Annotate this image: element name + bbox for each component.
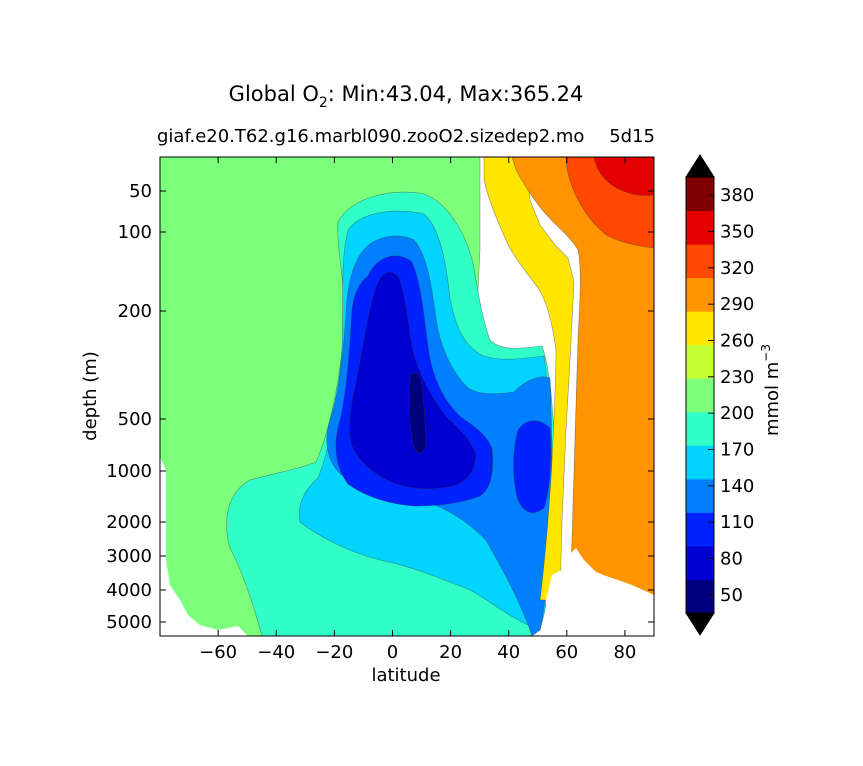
- y-tick-label: 200: [118, 301, 152, 322]
- x-tick-label: 0: [387, 642, 398, 663]
- colorbar-tick-label: 260: [720, 331, 754, 352]
- colorbar-label-text: mmol m: [762, 362, 783, 436]
- colorbar-tick-label: 320: [720, 258, 754, 279]
- colorbar-segment: [686, 411, 714, 446]
- chart-title: Global O2: Min:43.04, Max:365.24: [229, 82, 584, 111]
- colorbar-tick-label: 200: [720, 403, 754, 424]
- contour-band-13: [511, 157, 654, 636]
- colorbar-label: mmol m−3: [759, 344, 783, 436]
- x-tick-label: 40: [497, 642, 520, 663]
- colorbar-tick-label: 140: [720, 476, 754, 497]
- x-tick-label: −20: [315, 642, 353, 663]
- contour-band-15: [593, 157, 654, 196]
- seafloor-mask-1: [160, 457, 248, 636]
- contour-band-11: [408, 372, 427, 454]
- y-tick-label: 500: [118, 409, 152, 430]
- x-tick-label: 80: [613, 642, 636, 663]
- colorbar-segment: [686, 177, 714, 212]
- y-tick-label: 4000: [106, 580, 152, 601]
- title-prefix: Global O: [229, 82, 319, 106]
- contour-bands: [160, 157, 654, 636]
- colorbar-label-exponent: −3: [759, 344, 773, 362]
- colorbar-extend-max: [685, 154, 715, 178]
- colorbar-segment: [686, 344, 714, 379]
- colorbar-segment: [686, 277, 714, 312]
- colorbar-tick-label: 170: [720, 440, 754, 461]
- colorbar-tick-label: 110: [720, 512, 754, 533]
- chart-subtitle-right: 5d15: [609, 126, 655, 147]
- seafloor-mask-3: [560, 598, 582, 636]
- title-subscript: 2: [319, 95, 328, 111]
- y-tick-label: 1000: [106, 461, 152, 482]
- colorbar-segment: [686, 311, 714, 346]
- colorbar-segment: [686, 478, 714, 513]
- plot-area: [159, 156, 655, 637]
- x-axis: −60 −40 −20 0 20 40 60 80: [199, 157, 636, 663]
- seafloor-mask: [160, 457, 654, 636]
- y-axis-label: depth (m): [80, 351, 101, 441]
- chart-subtitle-left: giaf.e20.T62.g16.marbl090.zooO2.sizedep2…: [157, 126, 584, 147]
- x-tick-label: 20: [439, 642, 462, 663]
- x-tick-label: −60: [199, 642, 237, 663]
- y-tick-label: 100: [118, 222, 152, 243]
- colorbar-tick-label: 380: [720, 185, 754, 206]
- colorbar-segment: [686, 210, 714, 245]
- colorbar-segment: [686, 378, 714, 413]
- colorbar-tick-label: 290: [720, 294, 754, 315]
- colorbar-tick-label: 350: [720, 222, 754, 243]
- x-axis-label: latitude: [371, 665, 440, 686]
- y-tick-label: 5000: [106, 612, 152, 633]
- colorbar-tick-label: 80: [720, 549, 743, 570]
- y-axis: 50 100 200 500 1000 2000 3000 4000 5000: [106, 181, 654, 633]
- y-tick-label: 50: [129, 181, 152, 202]
- colorbar-segment: [686, 579, 714, 614]
- contour-band-12: [483, 157, 575, 601]
- colorbar-segment: [686, 545, 714, 580]
- x-tick-label: 60: [555, 642, 578, 663]
- colorbar-tick-label: 50: [720, 585, 743, 606]
- y-tick-label: 3000: [106, 546, 152, 567]
- plot-frame: [159, 156, 655, 637]
- title-suffix: : Min:43.04, Max:365.24: [328, 82, 584, 106]
- colorbar-frame: [685, 176, 715, 614]
- y-tick-label: 2000: [106, 512, 152, 533]
- colorbar-tick-label: 230: [720, 367, 754, 388]
- x-tick-label: −40: [257, 642, 295, 663]
- colorbar-segment: [686, 512, 714, 547]
- colorbar-extend-min: [685, 612, 715, 636]
- colorbar-segment: [686, 244, 714, 279]
- colorbar: 50 80 110 140 170 200 230 260 290 320 350 380: [685, 154, 754, 636]
- colorbar-segment: [686, 445, 714, 480]
